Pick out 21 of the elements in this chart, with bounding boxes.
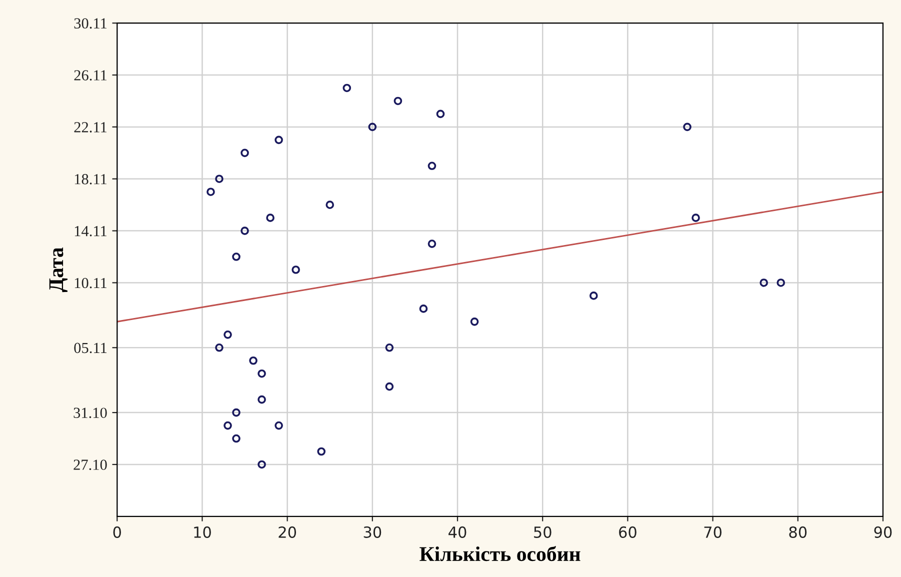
y-tick-label: 22.11 bbox=[74, 122, 106, 132]
x-tick-label: 40 bbox=[448, 526, 466, 538]
x-tick-label: 10 bbox=[194, 526, 211, 538]
x-tick-label: 80 bbox=[789, 526, 807, 538]
x-tick-label: 50 bbox=[534, 526, 552, 538]
x-tick-label: 90 bbox=[874, 526, 892, 538]
y-tick-label: 27.10 bbox=[74, 460, 107, 470]
x-tick-label: 0 bbox=[113, 526, 121, 538]
y-axis-title: Дата bbox=[49, 248, 68, 292]
x-tick-label: 20 bbox=[278, 526, 296, 538]
y-tick-label: 10.11 bbox=[74, 278, 106, 288]
y-tick-label: 30.11 bbox=[74, 18, 106, 29]
y-tick-label: 31.10 bbox=[74, 408, 107, 418]
y-tick-label: 14.11 bbox=[74, 226, 106, 236]
y-tick-label: 18.11 bbox=[74, 174, 106, 184]
y-tick-label: 05.11 bbox=[74, 342, 106, 354]
y-tick-label: 26.11 bbox=[74, 70, 106, 81]
x-tick-label: 60 bbox=[619, 526, 636, 538]
x-tick-label: 70 bbox=[704, 526, 722, 538]
x-tick-label: 30 bbox=[364, 526, 382, 538]
x-axis-title: Кількість особин bbox=[420, 546, 580, 562]
